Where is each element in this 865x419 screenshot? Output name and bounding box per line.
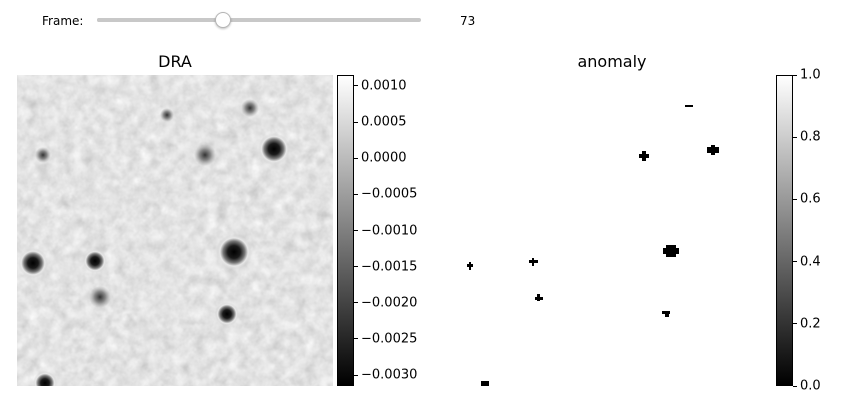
anomaly-colorbar-tick-mark: [793, 74, 797, 76]
frame-value: 73: [460, 14, 476, 28]
dra-colorbar-tick-mark: [354, 230, 358, 231]
dra-colorbar-tick-mark: [354, 374, 358, 376]
anomaly-colorbar-tick-label: 0.6: [800, 191, 821, 207]
dra-colorbar-tick-label: 0.0005: [361, 114, 407, 130]
dra-image: [17, 75, 333, 386]
frame-slider-thumb[interactable]: [215, 12, 232, 28]
anomaly-colorbar-tick-label: 0.8: [800, 129, 821, 145]
anomaly-colorbar-tick-mark: [793, 385, 797, 387]
anomaly-colorbar-tick-mark: [793, 261, 797, 263]
dra-colorbar-tick-label: −0.0020: [361, 295, 418, 311]
frame-label: Frame:: [42, 14, 84, 28]
dra-colorbar: [337, 75, 354, 386]
frame-slider-track[interactable]: [97, 18, 421, 22]
dra-colorbar-tick-label: −0.0025: [361, 331, 418, 347]
anomaly-colorbar-tick-mark: [793, 136, 797, 138]
dra-colorbar-tick-label: 0.0000: [361, 150, 407, 166]
dra-colorbar-tick-label: −0.0010: [361, 223, 418, 238]
anomaly-colorbar-tick-label: 1.0: [800, 67, 821, 83]
dra-title: DRA: [158, 52, 192, 71]
anomaly-colorbar-tick-label: 0.0: [800, 378, 821, 394]
dra-colorbar-tick-mark: [354, 85, 358, 87]
dra-colorbar-tick-mark: [354, 302, 358, 304]
frame-slider-row: Frame: 73: [0, 0, 865, 40]
dra-colorbar-tick-mark: [354, 121, 358, 123]
dra-colorbar-tick-label: −0.0005: [361, 186, 418, 202]
dra-colorbar-tick-mark: [354, 157, 358, 159]
anomaly-colorbar-tick-label: 0.2: [800, 316, 821, 332]
frame-slider-fill: [97, 18, 224, 22]
anomaly-title: anomaly: [577, 52, 647, 71]
dra-colorbar-tick-mark: [354, 338, 358, 340]
dra-colorbar-tick-mark: [354, 266, 358, 268]
anomaly-colorbar-tick-mark: [793, 323, 797, 325]
anomaly-colorbar-tick-label: 0.4: [800, 254, 821, 270]
anomaly-image: [454, 75, 770, 386]
dra-colorbar-tick-mark: [354, 193, 358, 195]
anomaly-colorbar-tick-mark: [793, 198, 797, 200]
dra-colorbar-tick-label: −0.0030: [361, 367, 418, 383]
dra-colorbar-tick-label: −0.0015: [361, 259, 418, 275]
dra-colorbar-tick-label: 0.0010: [361, 78, 407, 94]
anomaly-colorbar: [776, 75, 793, 386]
